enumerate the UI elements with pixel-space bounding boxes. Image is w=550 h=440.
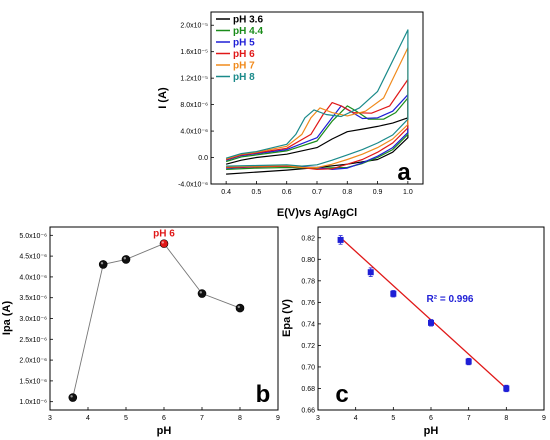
cv-y-tick-label: 1.6x10⁻⁵ [180, 49, 208, 56]
cv-x-tick-label: 0.6 [282, 189, 292, 196]
epa-x-tick-label: 7 [467, 415, 471, 422]
legend-entry: pH 3.6 [233, 15, 263, 26]
ipa-y-tick-label: 1.5x10⁻⁶ [19, 378, 47, 385]
legend-entry: pH 5 [233, 38, 255, 49]
cv-y-tick-label: 1.2x10⁻⁵ [180, 76, 208, 83]
epa-plot-frame [317, 226, 545, 411]
legend-entry: pH 8 [233, 72, 255, 83]
panel-label-b: b [256, 381, 271, 408]
epa-y-tick-label: 0.70 [301, 364, 315, 371]
ipa-highlight-label: pH 6 [153, 229, 175, 240]
ipa-plot-frame [49, 226, 279, 411]
ipa-data-point [235, 303, 245, 313]
ipa-x-tick-label: 6 [162, 415, 166, 422]
epa-x-tick-label: 6 [429, 415, 433, 422]
cv-x-tick-label: 1.0 [403, 189, 413, 196]
cv-x-axis-label: E(V)vs Ag/AgCl [277, 207, 357, 219]
ipa-point-highlight [100, 262, 104, 265]
epa-r-squared-annotation: R² = 0.996 [427, 294, 474, 305]
ipa-point-highlight [70, 395, 73, 398]
epa-x-tick-label: 8 [504, 415, 508, 422]
ipa-y-tick-label: 1.0x10⁻⁶ [19, 399, 47, 406]
ipa-y-tick-label: 5.0x10⁻⁶ [19, 233, 47, 240]
ipa-x-tick-label: 9 [276, 415, 280, 422]
cv-panel: 0.4 0.5 0.6 0.7 0.8 0.9 1.0 -4.0x10⁻⁶ 0.0 4.0x10… [157, 11, 424, 219]
epa-data-point [337, 236, 344, 243]
ipa-point-highlight [161, 241, 164, 244]
legend-entry: pH 4.4 [233, 26, 263, 37]
cv-y-tick-label: 0.0 [198, 155, 208, 162]
ipa-x-tick-label: 7 [200, 415, 204, 422]
ipa-point-highlight [199, 291, 202, 294]
ipa-panel: 3 4 5 6 7 8 9 1.0x10⁻⁶ 1.5x10⁻⁶ 2.0x10⁻⁶ 2.5x10⁻⁶… [1, 226, 280, 437]
cv-x-tick-label: 0.7 [312, 189, 322, 196]
epa-y-tick-label: 0.76 [301, 300, 315, 307]
epa-y-tick-label: 0.78 [301, 278, 315, 285]
ipa-data-point [121, 255, 131, 264]
epa-y-axis-label: Epa (V) [281, 299, 293, 337]
cv-x-tick-label: 0.9 [373, 189, 383, 196]
ipa-y-axis-label: Ipa (A) [1, 301, 13, 336]
ipa-connecting-line [72, 243, 241, 398]
legend-entry: pH 6 [233, 49, 255, 60]
epa-y-tick-label: 0.66 [301, 408, 315, 415]
ipa-data-point [197, 289, 207, 298]
ipa-y-tick-label: 3.0x10⁻⁶ [19, 316, 47, 323]
epa-data-point [367, 269, 374, 276]
cv-x-tick-label: 0.8 [342, 189, 352, 196]
ipa-x-axis-label: pH [157, 425, 172, 437]
cv-y-axis-label: I (A) [157, 87, 169, 109]
ipa-data-point [68, 393, 78, 402]
panel-label-a: a [397, 159, 411, 186]
ipa-x-tick-label: 3 [48, 415, 52, 422]
ipa-y-tick-label: 3.5x10⁻⁶ [19, 295, 47, 302]
epa-y-tick-label: 0.72 [301, 343, 315, 350]
legend-entry: pH 7 [233, 61, 255, 72]
ipa-y-tick-label: 2.5x10⁻⁶ [19, 337, 47, 344]
cv-y-tick-label: 8.0x10⁻⁶ [180, 102, 208, 109]
cv-y-tick-label: 4.0x10⁻⁶ [180, 129, 208, 136]
panel-label-c: c [335, 381, 348, 408]
ipa-y-tick-label: 4.5x10⁻⁶ [19, 254, 47, 261]
epa-y-tick-label: 0.82 [301, 235, 315, 242]
ipa-data-point [159, 239, 169, 248]
ipa-point-highlight [237, 305, 240, 309]
epa-panel: 3 4 5 6 7 8 9 0.66 0.68 0.70 0.72 0.74 0.76 0.78 0.80… [281, 226, 546, 437]
ipa-x-tick-label: 8 [238, 415, 242, 422]
ipa-x-tick-label: 4 [86, 415, 90, 422]
epa-data-point [503, 385, 510, 392]
cv-y-tick-label: -4.0x10⁻⁶ [178, 182, 208, 189]
cv-x-tick-label: 0.4 [221, 189, 231, 196]
ipa-x-tick-label: 5 [124, 415, 128, 422]
cv-curve-ph-5 [225, 94, 409, 170]
cv-y-tick-label: 2.0x10⁻⁵ [180, 23, 208, 30]
epa-y-tick-label: 0.74 [301, 321, 315, 328]
ipa-y-tick-label: 4.0x10⁻⁶ [19, 274, 47, 281]
epa-data-point [465, 358, 472, 365]
epa-x-tick-label: 4 [354, 415, 358, 422]
cv-curve-ph-4-4 [225, 97, 409, 170]
ipa-data-point [98, 260, 108, 269]
epa-x-axis-label: pH [424, 425, 439, 437]
epa-y-tick-label: 0.68 [301, 386, 315, 393]
epa-data-point [428, 319, 434, 326]
cv-x-tick-label: 0.5 [252, 189, 262, 196]
ipa-point-highlight [123, 257, 127, 260]
epa-data-point [390, 290, 397, 297]
epa-x-tick-label: 5 [391, 415, 395, 422]
epa-fit-line [340, 237, 507, 389]
cv-curve-ph-8 [225, 29, 409, 167]
epa-y-tick-label: 0.80 [301, 257, 315, 264]
epa-x-tick-label: 9 [542, 415, 546, 422]
ipa-y-tick-label: 2.0x10⁻⁶ [19, 358, 47, 365]
epa-x-tick-label: 3 [316, 415, 320, 422]
